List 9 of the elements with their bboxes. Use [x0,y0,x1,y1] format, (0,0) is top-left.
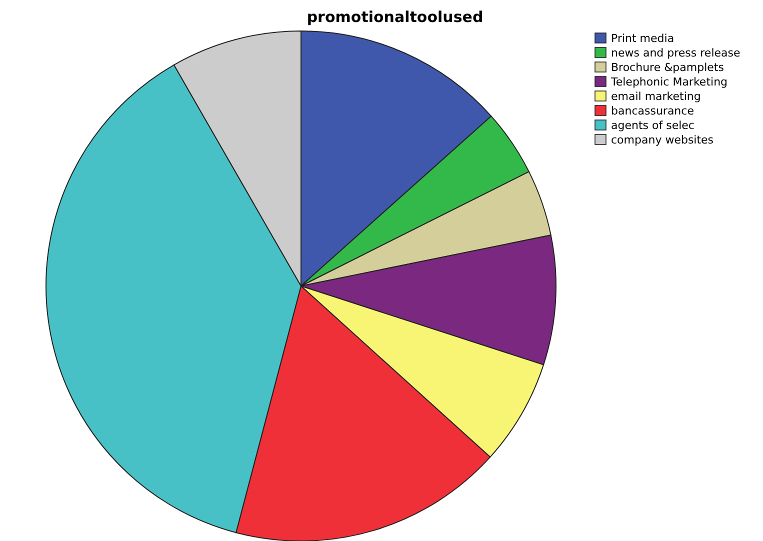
legend-label: agents of selec [611,119,694,132]
legend-label: company websites [611,134,714,146]
legend-label: Brochure &pamplets [611,61,724,74]
legend-label: Print media [611,32,674,45]
chart-title: promotionaltoolused [306,8,484,26]
legend-label: Telephonic Marketing [610,76,728,88]
legend-label: bancassurance [611,104,694,118]
legend-label: email marketing [611,90,701,103]
legend-label: news and press release [611,46,740,60]
